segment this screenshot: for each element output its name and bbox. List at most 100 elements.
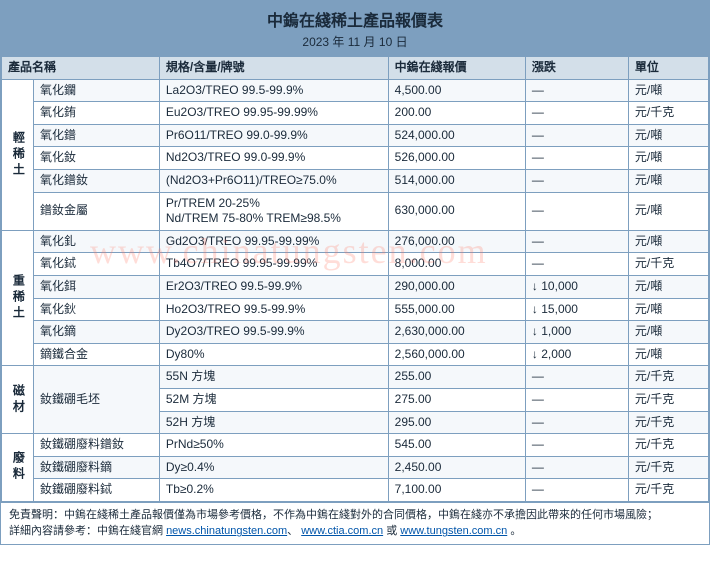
footer: 免責聲明：中鎢在綫稀土產品報價僅為市場參考價格，不作為中鎢在綫對外的合同價格，中…	[1, 502, 709, 544]
unit-cell: 元/千克	[628, 388, 708, 411]
product-name-cell: 釹鐵硼毛坯	[34, 366, 160, 434]
price-cell: 4,500.00	[388, 79, 525, 102]
table-title: 中鎢在綫稀土產品報價表	[1, 7, 709, 31]
header-unit: 單位	[628, 57, 708, 80]
header-name: 產品名稱	[2, 57, 160, 80]
spec-cell: Dy2O3/TREO 99.5-99.9%	[159, 321, 388, 344]
price-table-container: 中鎢在綫稀土產品報價表 2023 年 11 月 10 日 產品名稱 規格/含量/…	[0, 0, 710, 545]
link-news[interactable]: news.chinatungsten.com	[166, 525, 287, 537]
header-row: 產品名稱 規格/含量/牌號 中鎢在綫報價 漲跌 單位	[2, 57, 709, 80]
header-spec: 規格/含量/牌號	[159, 57, 388, 80]
table-row: 鏑鐵合金Dy80%2,560,000.00↓ 2,000元/噸	[2, 343, 709, 366]
category-cell: 磁材	[2, 366, 34, 434]
spec-cell: Nd2O3/TREO 99.0-99.9%	[159, 147, 388, 170]
price-cell: 2,450.00	[388, 456, 525, 479]
table-row: 氧化鈥Ho2O3/TREO 99.5-99.9%555,000.00↓ 15,0…	[2, 298, 709, 321]
table-row: 釹鐵硼廢料鏑Dy≥0.4%2,450.00—元/千克	[2, 456, 709, 479]
table-row: 氧化鏑Dy2O3/TREO 99.5-99.9%2,630,000.00↓ 1,…	[2, 321, 709, 344]
table-row: 氧化鋱Tb4O7/TREO 99.95-99.99%8,000.00—元/千克	[2, 253, 709, 276]
change-cell: —	[525, 411, 628, 434]
spec-cell: Er2O3/TREO 99.5-99.9%	[159, 275, 388, 298]
price-cell: 555,000.00	[388, 298, 525, 321]
unit-cell: 元/千克	[628, 366, 708, 389]
product-name-cell: 氧化鑭	[34, 79, 160, 102]
spec-cell: 52M 方塊	[159, 388, 388, 411]
price-cell: 545.00	[388, 434, 525, 457]
product-name-cell: 釹鐵硼廢料鐠釹	[34, 434, 160, 457]
product-name-cell: 氧化鋱	[34, 253, 160, 276]
price-cell: 524,000.00	[388, 124, 525, 147]
change-cell: ↓ 2,000	[525, 343, 628, 366]
spec-cell: PrNd≥50%	[159, 434, 388, 457]
product-name-cell: 釹鐵硼廢料鏑	[34, 456, 160, 479]
table-body: 輕稀土氧化鑭La2O3/TREO 99.5-99.9%4,500.00—元/噸氧…	[2, 79, 709, 501]
unit-cell: 元/噸	[628, 124, 708, 147]
unit-cell: 元/千克	[628, 411, 708, 434]
sep-or: 或	[386, 525, 400, 537]
table-row: 磁材釹鐵硼毛坯55N 方塊255.00—元/千克	[2, 366, 709, 389]
change-cell: —	[525, 102, 628, 125]
change-cell: —	[525, 253, 628, 276]
product-name-cell: 氧化鐠	[34, 124, 160, 147]
change-cell: —	[525, 147, 628, 170]
spec-cell: Tb4O7/TREO 99.95-99.99%	[159, 253, 388, 276]
table-row: 氧化銪Eu2O3/TREO 99.95-99.99%200.00—元/千克	[2, 102, 709, 125]
product-name-cell: 氧化鐠釹	[34, 169, 160, 192]
category-cell: 重稀土	[2, 230, 34, 366]
title-bar: 中鎢在綫稀土產品報價表 2023 年 11 月 10 日	[1, 1, 709, 56]
product-name-cell: 釹鐵硼廢料鋱	[34, 479, 160, 502]
table-row: 釹鐵硼廢料鋱Tb≥0.2%7,100.00—元/千克	[2, 479, 709, 502]
unit-cell: 元/噸	[628, 275, 708, 298]
table-row: 氧化釹Nd2O3/TREO 99.0-99.9%526,000.00—元/噸	[2, 147, 709, 170]
price-cell: 276,000.00	[388, 230, 525, 253]
unit-cell: 元/千克	[628, 434, 708, 457]
unit-cell: 元/千克	[628, 253, 708, 276]
price-cell: 526,000.00	[388, 147, 525, 170]
spec-cell: (Nd2O3+Pr6O11)/TREO≥75.0%	[159, 169, 388, 192]
product-name-cell: 氧化銪	[34, 102, 160, 125]
header-price: 中鎢在綫報價	[388, 57, 525, 80]
unit-cell: 元/噸	[628, 321, 708, 344]
price-cell: 290,000.00	[388, 275, 525, 298]
table-date: 2023 年 11 月 10 日	[1, 31, 709, 54]
price-cell: 514,000.00	[388, 169, 525, 192]
change-cell: —	[525, 192, 628, 230]
product-name-cell: 氧化釹	[34, 147, 160, 170]
price-cell: 255.00	[388, 366, 525, 389]
unit-cell: 元/噸	[628, 192, 708, 230]
change-cell: —	[525, 366, 628, 389]
change-cell: ↓ 1,000	[525, 321, 628, 344]
price-cell: 295.00	[388, 411, 525, 434]
change-cell: —	[525, 388, 628, 411]
change-cell: —	[525, 230, 628, 253]
price-table: 產品名稱 規格/含量/牌號 中鎢在綫報價 漲跌 單位 輕稀土氧化鑭La2O3/T…	[1, 56, 709, 502]
table-row: 鐠釹金屬Pr/TREM 20-25% Nd/TREM 75-80% TREM≥9…	[2, 192, 709, 230]
unit-cell: 元/噸	[628, 79, 708, 102]
unit-cell: 元/千克	[628, 479, 708, 502]
link-tungsten[interactable]: www.tungsten.com.cn	[400, 525, 507, 537]
unit-cell: 元/噸	[628, 298, 708, 321]
change-cell: —	[525, 479, 628, 502]
table-row: 氧化鐠Pr6O11/TREO 99.0-99.9%524,000.00—元/噸	[2, 124, 709, 147]
category-cell: 輕稀土	[2, 79, 34, 230]
spec-cell: 52H 方塊	[159, 411, 388, 434]
detail-prefix: 詳細內容請參考：中鎢在綫官網	[9, 525, 166, 537]
product-name-cell: 氧化鈥	[34, 298, 160, 321]
spec-cell: Eu2O3/TREO 99.95-99.99%	[159, 102, 388, 125]
category-cell: 廢料	[2, 434, 34, 502]
spec-cell: Gd2O3/TREO 99.95-99.99%	[159, 230, 388, 253]
link-ctia[interactable]: www.ctia.com.cn	[301, 525, 383, 537]
unit-cell: 元/噸	[628, 169, 708, 192]
spec-cell: La2O3/TREO 99.5-99.9%	[159, 79, 388, 102]
spec-cell: Pr6O11/TREO 99.0-99.9%	[159, 124, 388, 147]
unit-cell: 元/千克	[628, 456, 708, 479]
product-name-cell: 鐠釹金屬	[34, 192, 160, 230]
product-name-cell: 氧化釓	[34, 230, 160, 253]
spec-cell: Tb≥0.2%	[159, 479, 388, 502]
product-name-cell: 氧化鏑	[34, 321, 160, 344]
unit-cell: 元/噸	[628, 343, 708, 366]
price-cell: 200.00	[388, 102, 525, 125]
price-cell: 2,560,000.00	[388, 343, 525, 366]
table-row: 氧化鐠釹(Nd2O3+Pr6O11)/TREO≥75.0%514,000.00—…	[2, 169, 709, 192]
product-name-cell: 鏑鐵合金	[34, 343, 160, 366]
